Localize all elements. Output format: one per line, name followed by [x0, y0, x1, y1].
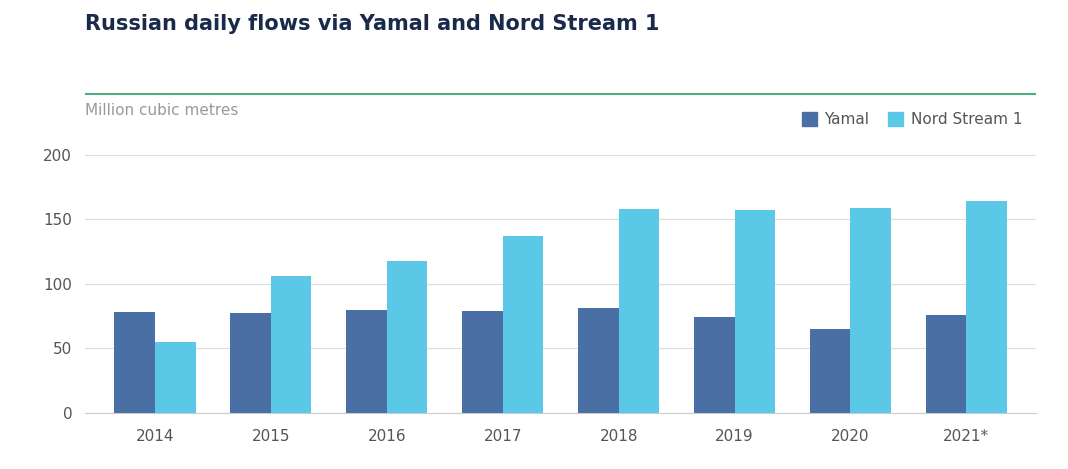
Bar: [503, 236, 544, 413]
Bar: [618, 209, 659, 413]
Text: Russian daily flows via Yamal and Nord Stream 1: Russian daily flows via Yamal and Nord S…: [85, 14, 660, 34]
Bar: [850, 208, 891, 413]
Legend: Yamal, Nord Stream 1: Yamal, Nord Stream 1: [796, 106, 1028, 133]
Bar: [155, 342, 195, 413]
Bar: [231, 313, 271, 413]
Bar: [810, 329, 850, 413]
Text: Million cubic metres: Million cubic metres: [85, 103, 239, 118]
Bar: [114, 312, 155, 413]
Bar: [694, 318, 735, 413]
Bar: [967, 201, 1007, 413]
Bar: [387, 261, 427, 413]
Bar: [346, 310, 387, 413]
Bar: [578, 308, 618, 413]
Bar: [271, 276, 312, 413]
Bar: [926, 315, 967, 413]
Bar: [735, 210, 775, 413]
Bar: [462, 311, 503, 413]
